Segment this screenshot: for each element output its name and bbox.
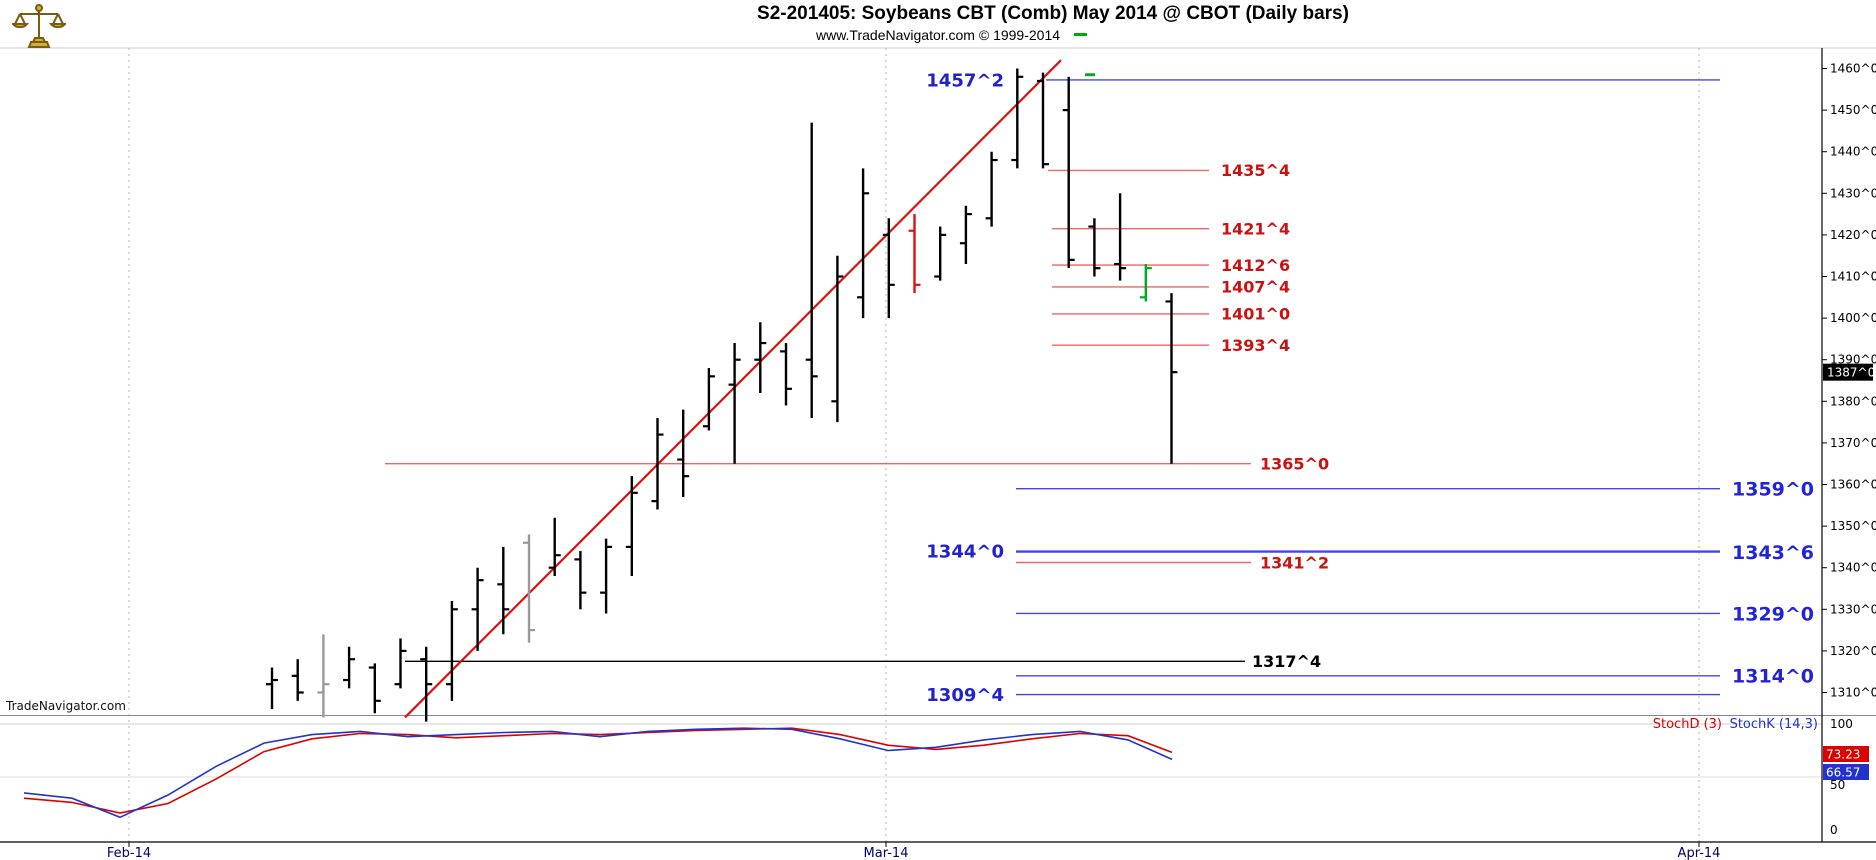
stoch-readout-bg: [1823, 764, 1869, 780]
level-label-1421-4: 1421^4: [1221, 219, 1290, 238]
stoch-scale-label: 100: [1830, 717, 1853, 731]
y-axis-tick-label: 1400^0: [1830, 311, 1876, 325]
y-axis-tick-label: 1340^0: [1830, 561, 1876, 575]
level-label-1343-6: 1343^6: [1732, 542, 1814, 564]
y-axis-tick-label: 1320^0: [1830, 644, 1876, 658]
stoch-k-line: [23, 727, 1173, 819]
current-price-label: 1387^0: [1827, 366, 1875, 380]
y-axis-tick-label: 1330^0: [1830, 602, 1876, 616]
scales-icon: [12, 4, 66, 48]
y-axis-tick-label: 1460^0: [1830, 62, 1876, 76]
level-label-1314-0: 1314^0: [1732, 666, 1814, 688]
x-axis-label: Apr-14: [1678, 846, 1721, 860]
stoch-scale-label: 0: [1830, 823, 1838, 837]
level-label-1329-0: 1329^0: [1732, 603, 1814, 625]
subtitle-green-dash: [1074, 33, 1087, 36]
level-label-1317-4: 1317^4: [1252, 652, 1321, 671]
level-label-1435-4: 1435^4: [1221, 161, 1290, 180]
y-axis-tick-label: 1380^0: [1830, 394, 1876, 408]
level-label-1393-4: 1393^4: [1221, 336, 1290, 355]
level-label-1412-6: 1412^6: [1221, 256, 1290, 275]
level-label-1341-2: 1341^2: [1260, 553, 1329, 572]
stoch-d-legend[interactable]: StochD (3): [1653, 717, 1722, 732]
level-label-1457-2: 1457^2: [926, 70, 1004, 91]
level-label-1407-4: 1407^4: [1221, 278, 1290, 297]
y-axis-tick-label: 1420^0: [1830, 228, 1876, 242]
trendline: [404, 59, 1062, 719]
x-axis-label: Feb-14: [107, 846, 151, 860]
y-axis-tick-label: 1390^0: [1830, 353, 1876, 367]
tradenavigator-watermark: TradeNavigator.com: [6, 699, 126, 713]
stoch-readout-value: 73.23: [1826, 748, 1860, 762]
stoch-d-line: [23, 727, 1173, 814]
y-axis-tick-label: 1360^0: [1830, 478, 1876, 492]
stoch-readout-bg: [1823, 746, 1869, 762]
y-axis-tick-label: 1450^0: [1830, 103, 1876, 117]
level-label-1359-0: 1359^0: [1732, 479, 1814, 501]
x-axis-label: Mar-14: [864, 846, 909, 860]
y-axis-tick-label: 1430^0: [1830, 186, 1876, 200]
chart-title: S2-201405: Soybeans CBT (Comb) May 2014 …: [757, 3, 1349, 24]
y-axis-tick-label: 1410^0: [1830, 270, 1876, 284]
level-label-1344-0: 1344^0: [926, 542, 1004, 563]
current-price-badge: [1823, 363, 1873, 381]
level-label-1309-4: 1309^4: [926, 685, 1004, 706]
chart-subtitle: www.TradeNavigator.com © 1999-2014: [815, 27, 1061, 43]
stoch-k-legend[interactable]: StochK (14,3): [1730, 717, 1818, 732]
stoch-scale-label: 50: [1830, 778, 1845, 792]
level-label-1365-0: 1365^0: [1260, 454, 1329, 473]
tradenavigator-scales-logo: [12, 4, 66, 48]
y-axis-tick-label: 1350^0: [1830, 519, 1876, 533]
level-label-1401-0: 1401^0: [1221, 305, 1290, 324]
y-axis-tick-label: 1440^0: [1830, 145, 1876, 159]
y-axis-tick-label: 1370^0: [1830, 436, 1876, 450]
y-axis-tick-label: 1310^0: [1830, 686, 1876, 700]
stoch-readout-value: 66.57: [1826, 766, 1860, 780]
